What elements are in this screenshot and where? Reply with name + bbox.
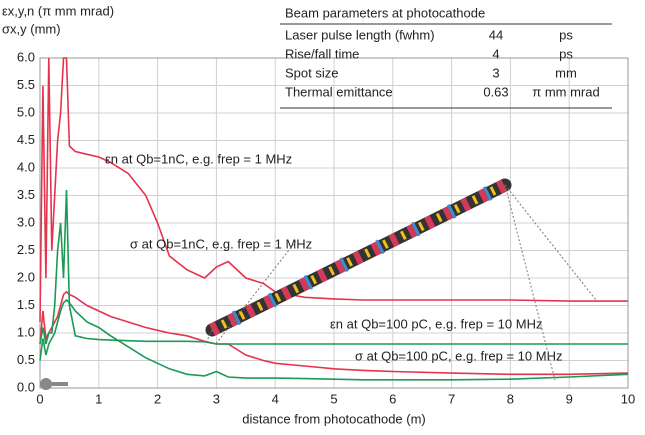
y-tick-label: 3.5	[17, 187, 35, 202]
table-cell: 0.63	[483, 84, 508, 99]
accelerator-illustration	[40, 178, 597, 390]
y-tick-label: 5.0	[17, 104, 35, 119]
x-tick-label: 9	[566, 391, 573, 406]
y-axis-label: εx,y,n (π mm mrad)	[2, 3, 114, 18]
y-tick-label: 2.0	[17, 269, 35, 284]
series-label: εn at Qb=100 pC, e.g. frep = 10 MHz	[330, 316, 542, 331]
table-cell: ps	[559, 46, 573, 61]
table-cell: 44	[489, 27, 503, 42]
table-cell: 4	[492, 46, 499, 61]
y-tick-label: 1.5	[17, 297, 35, 312]
series-label: σ at Qb=100 pC, e.g. frep = 10 MHz	[355, 348, 562, 363]
y-tick-label: 6.0	[17, 49, 35, 64]
x-tick-label: 4	[272, 391, 279, 406]
table-cell: 3	[492, 65, 499, 80]
table-cell: Thermal emittance	[285, 84, 393, 99]
x-tick-label: 3	[213, 391, 220, 406]
plot: 0.0 0.5 1.0 1.5 2.0 2.5 3.0 3.5 4.0 4.5 5.0 5.5 6.0 0…	[17, 49, 635, 406]
x-tick-label: 1	[95, 391, 102, 406]
y-tick-label: 3.0	[17, 214, 35, 229]
series-line	[39, 57, 628, 323]
table-title: Beam parameters at photocathode	[285, 5, 485, 20]
y-tick-label: 4.0	[17, 159, 35, 174]
table-cell: mm	[555, 65, 577, 80]
x-tick-label: 8	[507, 391, 514, 406]
table-cell: Laser pulse length (fwhm)	[285, 27, 435, 42]
series-line	[39, 189, 628, 345]
parameter-table: Beam parameters at photocathode Laser pu…	[280, 5, 612, 109]
x-tick-label: 10	[621, 391, 635, 406]
table-cell: Spot size	[285, 65, 338, 80]
series-line	[39, 290, 629, 376]
y-tick-label: 5.5	[17, 77, 35, 92]
x-tick-label: 5	[330, 391, 337, 406]
series-label: εn at Qb=1nC, e.g. frep = 1 MHz	[105, 151, 292, 166]
y-tick-label: 0.0	[17, 379, 35, 394]
x-tick-label: 7	[448, 391, 455, 406]
table-cell: ps	[559, 27, 573, 42]
series-label: σ at Qb=1nC, e.g. frep = 1 MHz	[130, 236, 312, 251]
y-tick-label: 4.5	[17, 132, 35, 147]
y-tick-label: 1.0	[17, 324, 35, 339]
x-tick-label: 6	[389, 391, 396, 406]
table-cell: π mm mrad	[532, 84, 599, 99]
y-tick-label: 2.5	[17, 242, 35, 257]
x-tick-label: 0	[36, 391, 43, 406]
table-cell: Rise/fall time	[285, 46, 359, 61]
plot-frame	[39, 57, 629, 389]
x-tick-label: 2	[154, 391, 161, 406]
y-axis-label: σx,y (mm)	[2, 21, 61, 36]
y-tick-label: 0.5	[17, 352, 35, 367]
series-line	[39, 298, 629, 381]
x-axis-label: distance from photocathode (m)	[242, 411, 426, 426]
